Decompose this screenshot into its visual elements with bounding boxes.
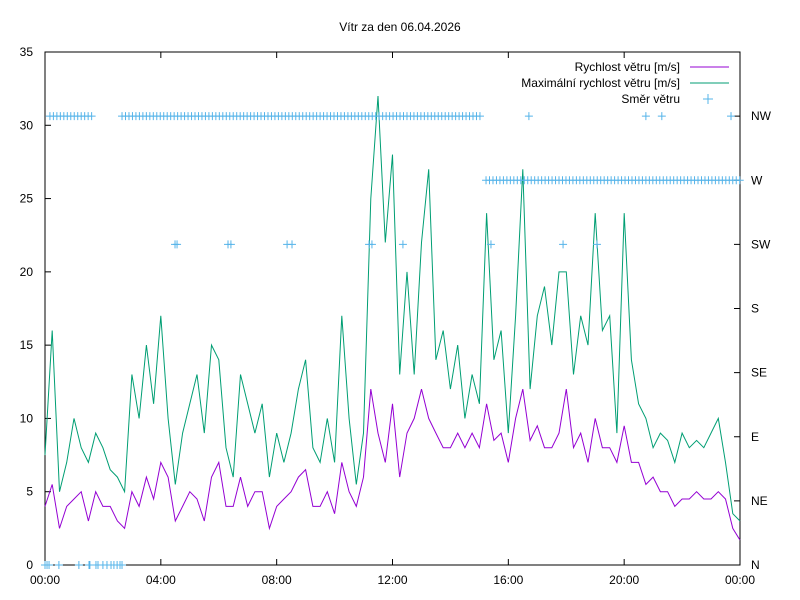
y-tick-label: 5 (26, 485, 33, 499)
direction-point (592, 240, 601, 249)
direction-point (118, 561, 127, 569)
y2-tick-label: NW (751, 109, 772, 123)
direction-point (173, 240, 182, 249)
y2-tick-label: SE (751, 366, 767, 380)
y2-tick-label: NE (751, 494, 768, 508)
gust-line (44, 95, 741, 522)
axes: 0 5 10 15 20 25 30 35 N NE E SE S SW W NW 00:00 04:00 08:0… (20, 45, 772, 587)
x-tick-label: 00:00 (30, 573, 60, 587)
legend: Rychlost větru [m/s] Maximální rychlost … (521, 60, 729, 106)
direction-point (735, 176, 744, 185)
direction-point (524, 112, 533, 121)
legend-label-speed: Rychlost větru [m/s] (575, 60, 680, 74)
y2-tick-label: E (751, 430, 759, 444)
x-tick-label: 12:00 (377, 573, 407, 587)
direction-point (74, 561, 83, 569)
y-tick-label: 25 (20, 192, 34, 206)
y-tick-label: 0 (26, 558, 33, 572)
direction-point (657, 112, 666, 121)
y-tick-label: 15 (20, 338, 34, 352)
y2-tick-label: N (751, 558, 760, 572)
direction-point (54, 561, 63, 569)
plot-area (41, 95, 744, 569)
x-tick-label: 08:00 (262, 573, 292, 587)
legend-label-direction: Směr větru (621, 92, 680, 106)
x-tick-label: 16:00 (493, 573, 523, 587)
y-tick-label: 10 (20, 411, 34, 425)
chart-title: Vítr za den 06.04.2026 (339, 20, 461, 34)
direction-point (398, 240, 407, 249)
y-tick-label: 35 (20, 45, 34, 59)
y2-tick-label: SW (751, 237, 771, 251)
x-tick-label: 20:00 (609, 573, 639, 587)
direction-point (288, 240, 297, 249)
direction-point (45, 561, 54, 569)
direction-point (87, 112, 96, 121)
x-tick-label: 00:00 (725, 573, 755, 587)
x-tick-label: 04:00 (146, 573, 176, 587)
speed-line (44, 388, 741, 541)
direction-point (559, 240, 568, 249)
direction-points (41, 112, 744, 569)
direction-point (486, 240, 495, 249)
y-tick-label: 20 (20, 265, 34, 279)
y-tick-label: 30 (20, 118, 34, 132)
direction-point (367, 240, 376, 249)
legend-label-gust: Maximální rychlost větru [m/s] (521, 76, 680, 90)
legend-swatch-direction (703, 94, 713, 104)
plot-border (44, 51, 741, 566)
direction-point (226, 240, 235, 249)
direction-point (641, 112, 650, 121)
direction-point (727, 112, 736, 121)
direction-point (475, 112, 484, 121)
y2-tick-label: S (751, 302, 759, 316)
y2-tick-label: W (751, 173, 763, 187)
